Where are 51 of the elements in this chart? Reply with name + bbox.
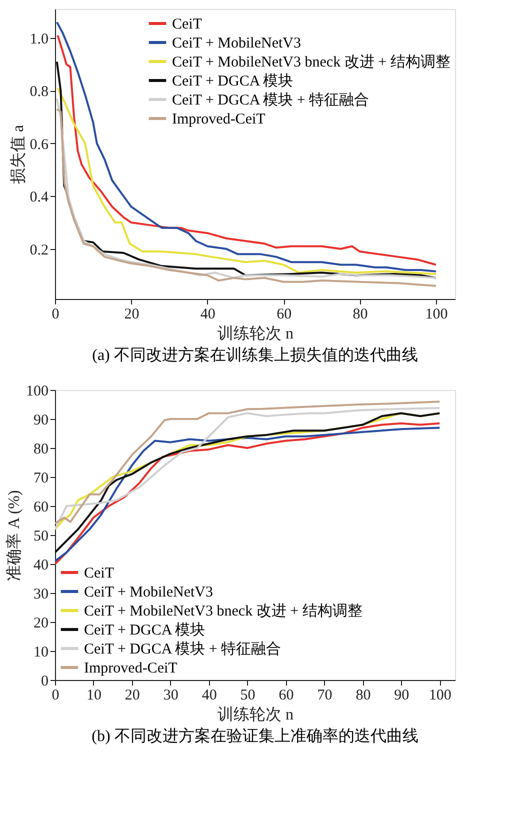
y-tick-label: 80 — [34, 442, 48, 458]
x-tick-label: 20 — [124, 306, 140, 322]
x-tick-label: 70 — [317, 688, 332, 704]
x-tick-label: 0 — [52, 688, 60, 704]
x-tick-label: 60 — [278, 688, 294, 704]
x-tick-label: 100 — [425, 306, 448, 322]
y-tick-label: 0 — [41, 674, 48, 690]
y-tick-label: 100 — [26, 384, 48, 400]
x-tick-label: 50 — [240, 688, 256, 704]
y-tick-label: 70 — [34, 470, 48, 486]
legend-label: CeiT + MobileNetV3 — [84, 584, 214, 600]
x-tick-label: 0 — [52, 306, 60, 322]
y-tick-label: 50 — [34, 528, 48, 544]
x-tick-label: 80 — [356, 688, 371, 704]
legend-label: CeiT + MobileNetV3 — [172, 36, 302, 52]
y-tick-label: 0.6 — [30, 136, 49, 153]
legend-label: CeiT — [84, 566, 114, 582]
y-tick-label: 90 — [34, 412, 48, 428]
x-tick-label: 20 — [124, 688, 140, 704]
y-tick-label: 10 — [34, 644, 48, 660]
legend-label: CeiT — [172, 16, 202, 32]
text: (b) 不同改进方案在验证集上准确率的迭代曲线 — [92, 727, 418, 745]
x-tick-label: 40 — [200, 306, 216, 322]
legend-label: Improved-CeiT — [84, 660, 178, 676]
y-tick-label: 30 — [34, 586, 48, 602]
y-tick-label: 1.0 — [30, 32, 48, 48]
y-tick-label: 0.4 — [30, 190, 49, 206]
y-tick-label: 0.2 — [30, 242, 48, 258]
legend-label: CeiT + MobileNetV3 bneck 改进 + 结构调整 — [172, 54, 450, 70]
y-tick-label: 0.8 — [30, 84, 48, 100]
x-tick-label: 40 — [202, 688, 217, 704]
x-tick-label: 30 — [163, 688, 178, 704]
x-tick-label: 10 — [86, 688, 102, 704]
text: (a) 不同改进方案在训练集上损失值的迭代曲线 — [92, 346, 418, 364]
legend-label: Improved-CeiT — [172, 112, 266, 128]
legend-label: CeiT + DGCA 模块 — [84, 622, 206, 638]
y-tick-label: 40 — [34, 558, 48, 574]
x-axis-title: 训练轮次 n — [218, 324, 294, 342]
x-axis-title: 训练轮次 n — [218, 706, 294, 724]
x-tick-label: 90 — [394, 688, 410, 704]
legend-label: CeiT + DGCA 模块 — [172, 72, 294, 90]
legend-label: CeiT + DGCA 模块 + 特征融合 — [172, 92, 370, 108]
y-axis-title: 准确率 A (%) — [5, 490, 23, 581]
x-tick-label: 100 — [428, 688, 452, 704]
legend-label: CeiT + MobileNetV3 bneck 改进 + 结构调整 — [84, 602, 362, 620]
x-tick-label: 60 — [276, 306, 292, 322]
y-tick-label: 20 — [34, 616, 48, 632]
x-tick-label: 80 — [352, 306, 368, 322]
y-axis-title: 损失值 a — [8, 124, 27, 184]
y-tick-label: 60 — [34, 500, 48, 516]
legend-label: CeiT + DGCA 模块 + 特征融合 — [84, 640, 282, 658]
